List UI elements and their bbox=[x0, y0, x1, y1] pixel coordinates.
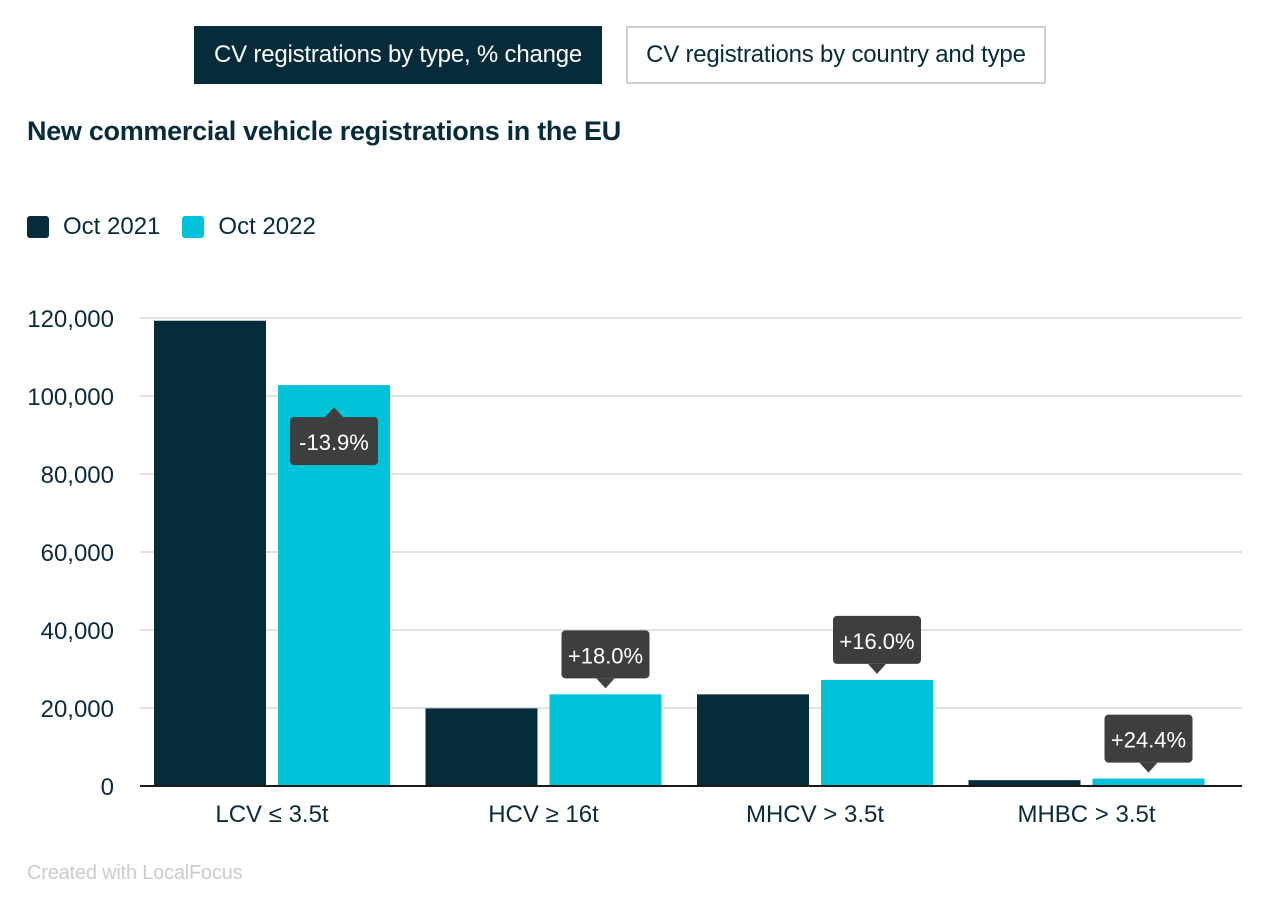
bar-oct-2022 bbox=[1092, 778, 1205, 786]
tab-registrations-by-type[interactable]: CV registrations by type, % change bbox=[194, 26, 603, 84]
y-tick-label: 60,000 bbox=[41, 540, 114, 567]
change-tooltip-arrow bbox=[325, 407, 343, 418]
change-tooltip-label: -13.9% bbox=[299, 430, 369, 455]
bar-oct-2022 bbox=[821, 679, 933, 786]
bar-oct-2021 bbox=[154, 320, 266, 786]
change-tooltip-label: +18.0% bbox=[568, 643, 643, 668]
legend-swatch-oct-2022 bbox=[182, 216, 205, 238]
change-tooltip-box bbox=[561, 630, 650, 679]
y-tick-label: 100,000 bbox=[27, 384, 114, 411]
view-tabs: CV registrations by type, % change CV re… bbox=[194, 26, 1046, 84]
x-tick-label: LCV ≤ 3.5t bbox=[215, 801, 329, 828]
y-tick-label: 0 bbox=[101, 774, 114, 801]
change-tooltip-label: +16.0% bbox=[839, 629, 914, 654]
x-tick-label: MHBC > 3.5t bbox=[1017, 801, 1155, 828]
legend-label-oct-2022: Oct 2022 bbox=[218, 213, 316, 240]
change-tooltip-box bbox=[1104, 714, 1193, 763]
legend-item-oct-2022[interactable]: Oct 2022 bbox=[182, 213, 316, 241]
credit-text[interactable]: Created with LocalFocus bbox=[27, 862, 243, 884]
legend-label-oct-2021: Oct 2021 bbox=[63, 213, 161, 240]
legend-swatch-oct-2021 bbox=[27, 216, 49, 238]
change-tooltip-label: +24.4% bbox=[1111, 728, 1186, 753]
x-tick-label: MHCV > 3.5t bbox=[746, 801, 884, 828]
change-tooltip-box bbox=[290, 417, 378, 466]
legend-item-oct-2021[interactable]: Oct 2021 bbox=[27, 213, 160, 241]
change-tooltip-arrow bbox=[868, 663, 886, 674]
y-tick-label: 20,000 bbox=[41, 696, 114, 723]
change-tooltip-arrow bbox=[1139, 762, 1158, 773]
chart-title: New commercial vehicle registrations in … bbox=[27, 116, 621, 146]
bar-oct-2021 bbox=[968, 780, 1081, 786]
change-tooltip-arrow bbox=[596, 678, 615, 689]
x-tick-label: HCV ≥ 16t bbox=[488, 801, 599, 828]
tab-registrations-by-country[interactable]: CV registrations by country and type bbox=[626, 26, 1046, 84]
bar-oct-2022 bbox=[549, 694, 662, 786]
bar-oct-2021 bbox=[425, 708, 538, 786]
y-tick-label: 80,000 bbox=[41, 462, 114, 489]
y-tick-label: 40,000 bbox=[41, 618, 114, 645]
chart-legend: Oct 2021 Oct 2022 bbox=[27, 213, 338, 241]
change-tooltip-box bbox=[833, 615, 921, 664]
y-tick-label: 120,000 bbox=[27, 306, 114, 333]
bar-oct-2021 bbox=[697, 694, 809, 786]
